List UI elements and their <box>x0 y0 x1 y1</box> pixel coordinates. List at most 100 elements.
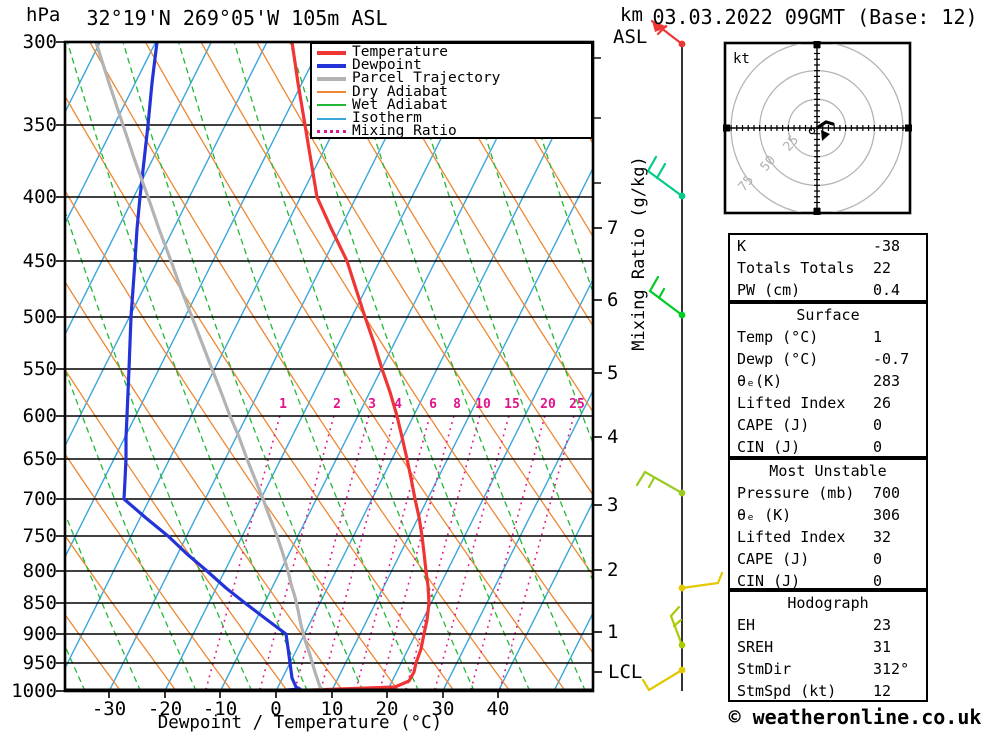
wet-adiabat-line <box>122 42 364 691</box>
legend-item: Parcel Trajectory <box>312 71 591 86</box>
stats-row: StmSpd (kt) 12 <box>730 680 926 702</box>
temperature-tick-label: 0 <box>270 698 281 720</box>
stats-row: Pressure (mb) 700 <box>730 482 926 504</box>
legend-label: Dewpoint <box>352 57 422 74</box>
legend-label: Temperature <box>352 44 449 61</box>
hodograph-axis-end-marker <box>905 124 912 132</box>
mixing-ratio-line <box>498 415 575 691</box>
stats-value: 700 <box>873 484 901 502</box>
wind-barb-dot <box>678 40 686 48</box>
stats-row: CAPE (J) 0 <box>730 548 926 570</box>
stats-value: 306 <box>873 506 901 524</box>
wet-adiabat-line <box>400 42 593 583</box>
stats-value: 32 <box>873 528 892 546</box>
km-tick-label: 5 <box>607 362 618 384</box>
stats-value: 22 <box>873 259 892 277</box>
wind-barb-sfc <box>641 666 686 692</box>
wind-barb-dot <box>678 311 686 319</box>
pressure-tick-label: 600 <box>23 405 57 427</box>
pressure-tick-label: 900 <box>23 623 57 645</box>
legend-label: Wet Adiabat <box>352 96 449 113</box>
dry-adiabat-line <box>65 94 455 691</box>
stats-row: Totals Totals 22 <box>730 257 926 279</box>
temperature-tick-label: -30 <box>92 698 126 720</box>
stats-label: Totals Totals <box>737 259 855 277</box>
stats-value: 23 <box>873 616 892 634</box>
stats-value: 0 <box>873 416 883 434</box>
wind-barb-segment <box>672 618 683 628</box>
stats-row: Lifted Index 32 <box>730 526 926 548</box>
isotherm-line <box>108 42 435 691</box>
stats-section-title: Most Unstable <box>769 462 887 480</box>
stats-row: Dewp (°C) -0.7 <box>730 348 926 370</box>
chart-title: 32°19'N 269°05'W 105m ASL <box>86 6 388 30</box>
dry-adiabat-line <box>65 452 233 691</box>
stats-section-surface: Surface Temp (°C) 1 Dewp (°C) -0.7 θₑ(K) 283 Li… <box>728 302 928 458</box>
stats-section-hodograph: Hodograph EH 23 SREH 31 StmDir 312° StmSpd (kt)… <box>728 590 928 702</box>
stats-value: 312° <box>873 660 910 678</box>
stats-label: K <box>737 237 747 255</box>
pressure-tick-label: 800 <box>23 560 57 582</box>
temperature-tick-label: -10 <box>203 698 237 720</box>
copyright-link[interactable]: © weatheronline.co.uk <box>728 705 982 729</box>
mixing-ratio-axis-label: Mixing Ratio (g/kg) <box>629 156 649 351</box>
stats-label: θₑ(K) <box>737 372 783 390</box>
stats-label: CIN (J) <box>737 438 801 456</box>
dry-adiabat-line <box>65 368 288 691</box>
mixing-ratio-value-label: 25 <box>569 397 585 412</box>
stats-row: Temp (°C) 1 <box>730 326 926 348</box>
legend-swatch-parcel-trajectory <box>317 76 346 81</box>
wet-adiabat-line <box>511 42 593 295</box>
stats-value: 12 <box>873 682 892 700</box>
legend-item: Dry Adiabat <box>312 84 591 99</box>
legend-swatch-dry-adiabat <box>317 91 346 94</box>
legend-item: Mixing Ratio <box>312 123 591 140</box>
stats-label: EH <box>737 616 756 634</box>
stats-label: StmDir <box>737 660 792 678</box>
stats-label: SREH <box>737 638 774 656</box>
wind-barb-segment <box>680 581 720 590</box>
stats-label: Temp (°C) <box>737 328 819 346</box>
wind-barb-925hpa <box>669 605 686 649</box>
stats-value: 31 <box>873 638 892 656</box>
hodograph-trace <box>815 120 835 130</box>
pressure-tick-label: 850 <box>23 592 57 614</box>
stats-section-most-unstable: Most Unstable Pressure (mb) 700 θₑ (K) 306 Li… <box>728 458 928 590</box>
wet-adiabat-line <box>177 42 420 691</box>
isotherm-line <box>386 277 593 691</box>
wind-barb-segment <box>657 287 666 300</box>
stats-label: Dewp (°C) <box>737 350 819 368</box>
temperature-curve <box>282 42 431 691</box>
mixing-ratio-value-label: 20 <box>540 397 556 412</box>
dry-adiabat-line <box>200 42 593 654</box>
stats-label: CIN (J) <box>737 572 801 590</box>
wind-barb-segment <box>646 155 658 173</box>
pressure-tick-label: 500 <box>23 306 57 328</box>
wind-barb-segment <box>647 476 656 489</box>
mixing-ratio-line <box>354 415 431 691</box>
temperature-tick-label: -20 <box>148 698 182 720</box>
isotherm-line <box>164 42 490 691</box>
hodograph-origin-marker <box>808 127 816 135</box>
chart-datetime: 03.03.2022 09GMT (Base: 12) <box>652 5 978 29</box>
dewpoint-curve <box>122 42 302 691</box>
stats-value: 26 <box>873 394 892 412</box>
legend-swatch-temperature <box>317 50 346 55</box>
wind-barb-400hpa <box>646 155 686 200</box>
wind-barb-dot <box>678 666 686 674</box>
pressure-tick-label: 950 <box>23 652 57 674</box>
mixing-ratio-value-label: 3 <box>368 397 376 412</box>
asl-unit-label: ASL <box>613 26 648 48</box>
legend-label: Mixing Ratio <box>352 123 457 140</box>
wind-barb-segment <box>635 470 647 487</box>
temperature-tick-label: 30 <box>432 698 455 720</box>
legend: Temperature Dewpoint Parcel Trajectory Dry … <box>310 42 593 139</box>
wind-barb-segment <box>647 668 684 692</box>
x-axis-label: Dewpoint / Temperature (°C) <box>157 713 443 733</box>
wind-barb-dot <box>678 641 686 649</box>
pressure-tick-label: 350 <box>23 114 57 136</box>
isotherm-line <box>65 42 268 448</box>
stats-row: Lifted Index 26 <box>730 392 926 414</box>
pressure-tick-label: 300 <box>23 31 57 53</box>
